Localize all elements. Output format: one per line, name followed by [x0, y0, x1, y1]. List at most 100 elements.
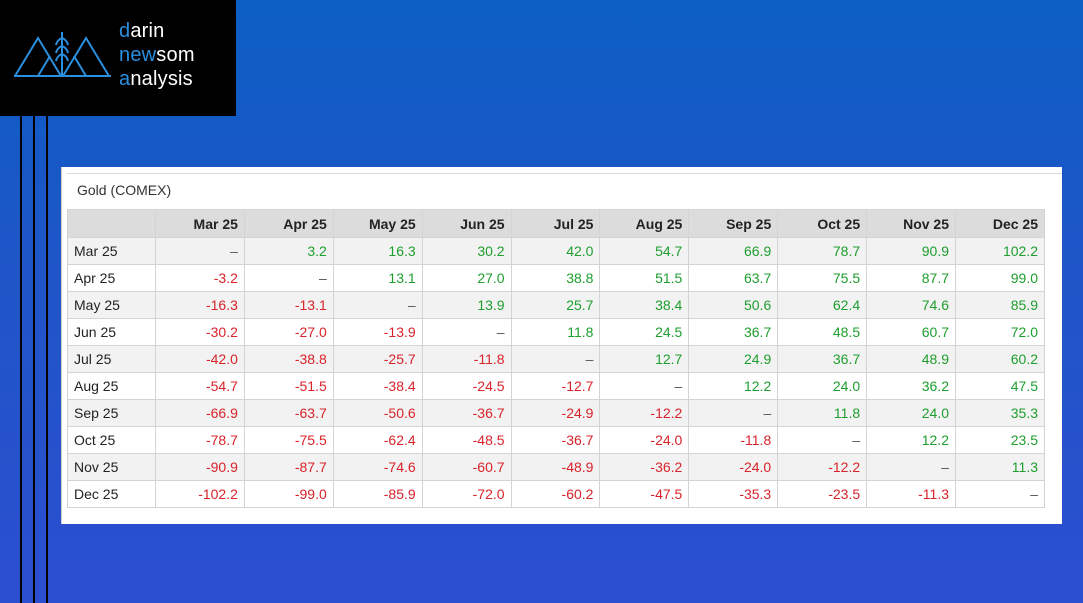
column-header: Apr 25 [243, 209, 334, 238]
spread-cell: 60.7 [866, 318, 957, 346]
spread-cell: -30.2 [155, 318, 245, 346]
spread-matrix-table: Mar 25 Apr 25 May 25 Jun 25 Jul 25 Aug 25 Sep … [67, 209, 1045, 508]
spread-cell: -85.9 [332, 480, 423, 508]
row-label: Jul 25 [67, 345, 156, 373]
spread-cell: -54.7 [155, 372, 245, 400]
spread-cell: 13.9 [421, 291, 512, 319]
column-header: Dec 25 [955, 209, 1045, 238]
spread-cell: 54.7 [599, 237, 690, 265]
spread-cell: -99.0 [243, 480, 334, 508]
spread-cell: -60.7 [421, 453, 512, 481]
decor-line [20, 116, 22, 603]
spread-cell: -24.9 [510, 399, 601, 427]
table-row: Sep 25 -66.9 -63.7 -50.6 -36.7 -24.9 -12.2–11.… [67, 399, 1045, 427]
spread-cell: -16.3 [155, 291, 245, 319]
column-header: Mar 25 [155, 209, 245, 238]
column-header: Sep 25 [688, 209, 779, 238]
spread-cell: 85.9 [955, 291, 1045, 319]
spread-cell: – [777, 426, 868, 454]
spread-cell: -12.2 [777, 453, 868, 481]
spread-cell: 11.3 [955, 453, 1045, 481]
spread-cell: 35.3 [955, 399, 1045, 427]
spread-cell: 42.0 [510, 237, 601, 265]
spread-cell: -12.2 [599, 399, 690, 427]
brand-logo: darin newsom analysis [0, 0, 236, 116]
spread-cell: -36.2 [599, 453, 690, 481]
spread-cell: -27.0 [243, 318, 334, 346]
decor-line [33, 116, 35, 603]
row-label: May 25 [67, 291, 156, 319]
spread-cell: -47.5 [599, 480, 690, 508]
spread-table-panel: Gold (COMEX) Mar 25 Apr 25 May 25 Jun 25 Jul… [61, 167, 1062, 524]
spread-cell: 66.9 [688, 237, 779, 265]
spread-cell: -12.7 [510, 372, 601, 400]
spread-cell: 24.5 [599, 318, 690, 346]
spread-cell: -35.3 [688, 480, 779, 508]
spread-cell: -11.8 [688, 426, 779, 454]
spread-cell: 36.2 [866, 372, 957, 400]
spread-cell: – [688, 399, 779, 427]
spread-cell: 87.7 [866, 264, 957, 292]
spread-cell: 13.1 [332, 264, 423, 292]
spread-cell: 23.5 [955, 426, 1045, 454]
spread-cell: 75.5 [777, 264, 868, 292]
spread-cell: -51.5 [243, 372, 334, 400]
spread-cell: -13.9 [332, 318, 423, 346]
spread-cell: 11.8 [777, 399, 868, 427]
mountain-wheat-logo-icon [14, 32, 111, 77]
table-row: Nov 25 -90.9 -87.7 -74.6 -60.7 -48.9 -36.2 -24.… [67, 453, 1045, 481]
spread-cell: -60.2 [510, 480, 601, 508]
spread-cell: 24.9 [688, 345, 779, 373]
spread-cell: -3.2 [155, 264, 245, 292]
row-label: Mar 25 [67, 237, 156, 265]
spread-cell: 24.0 [866, 399, 957, 427]
spread-cell: -90.9 [155, 453, 245, 481]
spread-cell: -48.5 [421, 426, 512, 454]
spread-cell: – [243, 264, 334, 292]
spread-cell: -25.7 [332, 345, 423, 373]
table-row: Oct 25 -78.7 -75.5 -62.4 -48.5 -36.7 -24.0 -11.… [67, 426, 1045, 454]
panel-divider [67, 173, 1062, 174]
spread-cell: -63.7 [243, 399, 334, 427]
spread-cell: 38.4 [599, 291, 690, 319]
spread-cell: -72.0 [421, 480, 512, 508]
table-title: Gold (COMEX) [77, 182, 172, 198]
spread-cell: -87.7 [243, 453, 334, 481]
spread-cell: -74.6 [332, 453, 423, 481]
row-label: Aug 25 [67, 372, 156, 400]
spread-cell: 51.5 [599, 264, 690, 292]
row-label: Apr 25 [67, 264, 156, 292]
spread-cell: -62.4 [332, 426, 423, 454]
spread-cell: -23.5 [777, 480, 868, 508]
spread-cell: – [155, 237, 245, 265]
spread-cell: 27.0 [421, 264, 512, 292]
spread-cell: 90.9 [866, 237, 957, 265]
spread-cell: 3.2 [243, 237, 334, 265]
column-header: Nov 25 [866, 209, 957, 238]
table-row: Jun 25 -30.2 -27.0 -13.9–11.8 24.5 36.7 48.5 60… [67, 318, 1045, 346]
spread-cell: -75.5 [243, 426, 334, 454]
spread-cell: 62.4 [777, 291, 868, 319]
brand-name: darin newsom analysis [119, 20, 195, 90]
row-label: Nov 25 [67, 453, 156, 481]
spread-cell: -42.0 [155, 345, 245, 373]
table-row: Jul 25 -42.0 -38.8 -25.7 -11.8–12.7 24.9 36.7 4… [67, 345, 1045, 373]
spread-cell: -38.8 [243, 345, 334, 373]
table-header-row: Mar 25 Apr 25 May 25 Jun 25 Jul 25 Aug 25 Sep … [67, 209, 1045, 238]
column-header: Aug 25 [599, 209, 690, 238]
spread-cell: 24.0 [777, 372, 868, 400]
spread-cell: 12.7 [599, 345, 690, 373]
spread-cell: 50.6 [688, 291, 779, 319]
corner-header [67, 209, 156, 238]
spread-cell: -36.7 [421, 399, 512, 427]
spread-cell: -24.0 [599, 426, 690, 454]
spread-cell: 36.7 [688, 318, 779, 346]
row-label: Sep 25 [67, 399, 156, 427]
row-label: Oct 25 [67, 426, 156, 454]
spread-cell: -48.9 [510, 453, 601, 481]
spread-cell: -78.7 [155, 426, 245, 454]
spread-cell: – [421, 318, 512, 346]
column-header: Jun 25 [421, 209, 512, 238]
spread-cell: 102.2 [955, 237, 1045, 265]
column-header: May 25 [332, 209, 423, 238]
